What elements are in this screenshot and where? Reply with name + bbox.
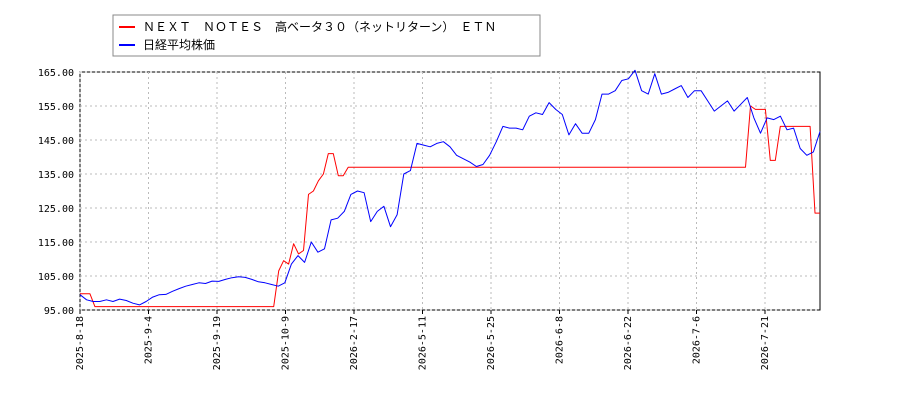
- x-tick-label: 2025-10-9: [281, 316, 292, 370]
- x-tick-label: 2026-6-22: [623, 316, 634, 370]
- x-axis-ticks: 2025-8-18 2025-9-4 2025-9-19 2025-10-9 2026-…: [75, 310, 771, 370]
- y-tick-label: 105.00: [38, 272, 74, 283]
- x-tick-label: 2026-7-6: [692, 316, 703, 364]
- series-lines: [79, 69, 821, 308]
- y-tick-label: 125.00: [38, 204, 74, 215]
- x-tick-label: 2025-9-19: [212, 316, 223, 370]
- plot-area: [79, 71, 821, 311]
- y-tick-label: 145.00: [38, 136, 74, 147]
- y-tick-label: 155.00: [38, 102, 74, 113]
- series-line-etn: [80, 105, 820, 308]
- legend-label-etn: ＮＥＸＴ ＮＯＴＥＳ 高ベータ３０（ネットリターン） ＥＴＮ: [143, 19, 496, 34]
- x-tick-label: 2026-2-17: [349, 316, 360, 370]
- y-tick-label: 115.00: [38, 238, 74, 249]
- x-tick-label: 2025-9-4: [144, 316, 155, 364]
- x-tick-label: 2026-7-21: [760, 316, 771, 370]
- y-tick-label: 135.00: [38, 170, 74, 181]
- x-tick-label: 2026-6-8: [555, 316, 566, 364]
- grid-lines: [79, 71, 820, 311]
- series-line-nikkei: [79, 69, 821, 306]
- x-tick-label: 2026-5-25: [486, 316, 497, 370]
- legend-box: [112, 14, 541, 57]
- x-tick-label: 2026-5-11: [418, 316, 429, 370]
- x-tick-label: 2025-8-18: [75, 316, 86, 370]
- legend-label-nikkei: 日経平均株価: [143, 37, 215, 52]
- y-tick-label: 95.00: [44, 306, 74, 317]
- y-axis-ticks: 95.00 105.00 115.00 125.00 135.00 145.00 155.0…: [38, 68, 74, 317]
- y-tick-label: 165.00: [38, 68, 74, 79]
